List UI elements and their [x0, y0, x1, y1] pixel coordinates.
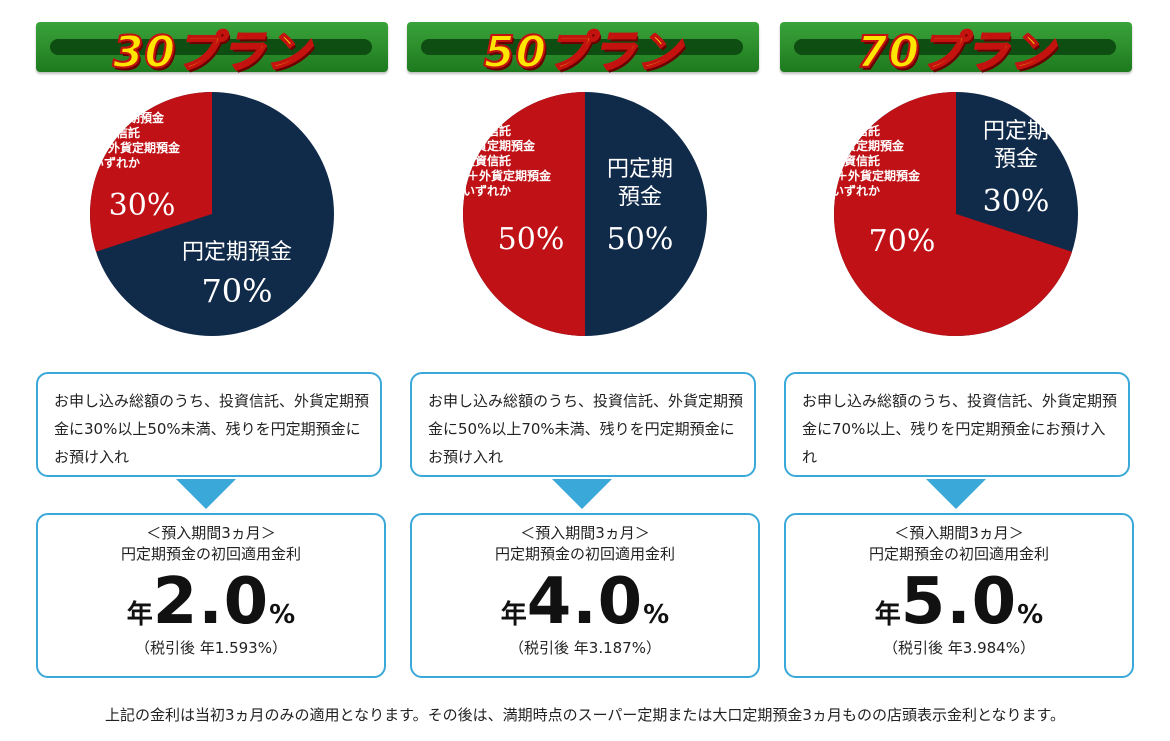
pie-chart [461, 90, 709, 338]
pie-slice-other [834, 92, 1073, 336]
pie-chart [88, 90, 336, 338]
down-arrow-icon [176, 479, 236, 509]
rate-label: 円定期預金の初回適用金利 [494, 545, 675, 563]
yen-percent: 30% [982, 184, 1050, 219]
list-item: ＋外貨定期預金 [836, 169, 921, 183]
deposit-period: ＜預入期間3ヵ月＞ [520, 524, 650, 542]
rate-nen: 年 [874, 600, 901, 630]
rate-value: 年5.0% [786, 567, 1132, 637]
plan-title: 30プラン [112, 26, 312, 79]
rate-value: 年4.0% [412, 567, 758, 637]
product-list: ①投資信託 ②外貨定期預金 ③投資信託 ＋外貨定期預金 のいずれか [820, 124, 920, 199]
product-list: ①投資信託 ②外貨定期預金 ③投資信託 ＋外貨定期預金 のいずれか [80, 96, 180, 171]
rate-number: 4.0 [526, 565, 644, 639]
yen-percent: 50% [606, 222, 674, 257]
rate-box: ＜預入期間3ヵ月＞ 円定期預金の初回適用金利 年5.0% （税引後 年3.984… [784, 513, 1134, 678]
plan-description: お申し込み総額のうち、投資信託、外貨定期預金に70%以上、残りを円定期預金にお預… [784, 372, 1130, 477]
banner-bar [421, 39, 743, 55]
plan-banner: 70プラン [780, 22, 1132, 79]
product-list: ①投資信託 ②外貨定期預金 ③投資信託 ＋外貨定期預金 のいずれか [451, 124, 551, 199]
list-item: ②外貨定期預金 [451, 139, 536, 153]
after-tax-rate: （税引後 年3.984%） [883, 639, 1035, 657]
pie-slice-other [89, 92, 212, 252]
list-item: ③投資信託 [820, 154, 881, 168]
footer-note: 上記の金利は当初3ヵ月のみの適用となります。その後は、満期時点のスーパー定期また… [104, 706, 1066, 724]
yen-label-text: 円定期預金 [606, 157, 673, 210]
deposit-period: ＜預入期間3ヵ月＞ [146, 524, 276, 542]
rate-value: 年2.0% [38, 567, 384, 637]
other-percent: 70% [868, 224, 936, 259]
down-arrow-icon [552, 479, 612, 509]
pie-svg [463, 92, 707, 336]
plan-70: 70プラン ①投資信託 ②外貨定期預金 ③投資信託 ＋外貨定期預金 のいずれか … [780, 0, 1140, 700]
rate-box: ＜預入期間3ヵ月＞ 円定期預金の初回適用金利 年4.0% （税引後 年3.187… [410, 513, 760, 678]
list-item: のいずれか [451, 184, 512, 198]
rate-nen: 年 [500, 600, 527, 630]
list-item: ①投資信託 [80, 96, 141, 110]
deposit-period: ＜預入期間3ヵ月＞ [894, 524, 1024, 542]
plan-banner: 50プラン [407, 22, 759, 79]
list-item: ③投資信託 [451, 154, 512, 168]
yen-label: 円定期預金 [966, 118, 1066, 174]
rate-nen: 年 [126, 600, 153, 630]
rate-box: ＜預入期間3ヵ月＞ 円定期預金の初回適用金利 年2.0% （税引後 年1.593… [36, 513, 386, 678]
pie-slice-other [463, 92, 585, 336]
plan-title: 70プラン [856, 26, 1056, 79]
list-item: ②外貨定期預金 [820, 139, 905, 153]
rate-percent: % [643, 600, 670, 630]
plan-50: 50プラン ①投資信託 ②外貨定期預金 ③投資信託 ＋外貨定期預金 のいずれか … [407, 0, 767, 700]
other-percent: 30% [108, 188, 176, 223]
after-tax-rate: （税引後 年3.187%） [509, 639, 661, 657]
list-item: ＋外貨定期預金 [96, 141, 181, 155]
pie-svg [89, 92, 334, 336]
rate-label: 円定期預金の初回適用金利 [120, 545, 301, 563]
after-tax-rate: （税引後 年1.593%） [135, 639, 287, 657]
plan-30: 30プラン ①投資信託 ②外貨定期預金 ③投資信託 ＋外貨定期預金 のいずれか … [36, 0, 396, 700]
rate-percent: % [1017, 600, 1044, 630]
pie-chart [832, 90, 1080, 338]
yen-label: 円定期預金 [181, 240, 292, 265]
other-percent: 50% [497, 222, 565, 257]
yen-label-text: 円定期預金 [982, 119, 1049, 172]
list-item: のいずれか [80, 156, 141, 170]
rate-label: 円定期預金の初回適用金利 [868, 545, 1049, 563]
list-item: ②外貨定期預金 [80, 111, 165, 125]
pie-svg [834, 92, 1078, 336]
rate-number: 2.0 [152, 565, 270, 639]
list-item: ③投資信託 [80, 126, 141, 140]
yen-label: 円定期預金 [595, 156, 685, 212]
list-item: ①投資信託 [820, 124, 881, 138]
plan-description: お申し込み総額のうち、投資信託、外貨定期預金に50%以上70%未満、残りを円定期… [410, 372, 756, 477]
plan-banner: 30プラン [36, 22, 388, 79]
list-item: ①投資信託 [451, 124, 512, 138]
yen-percent: 70% [201, 272, 273, 310]
banner-bar [794, 39, 1116, 55]
plan-title: 50プラン [483, 26, 683, 79]
list-item: ＋外貨定期預金 [467, 169, 552, 183]
down-arrow-icon [926, 479, 986, 509]
banner-bar [50, 39, 372, 55]
list-item: のいずれか [820, 184, 881, 198]
rate-percent: % [269, 600, 296, 630]
plan-description: お申し込み総額のうち、投資信託、外貨定期預金に30%以上50%未満、残りを円定期… [36, 372, 382, 477]
rate-number: 5.0 [900, 565, 1018, 639]
